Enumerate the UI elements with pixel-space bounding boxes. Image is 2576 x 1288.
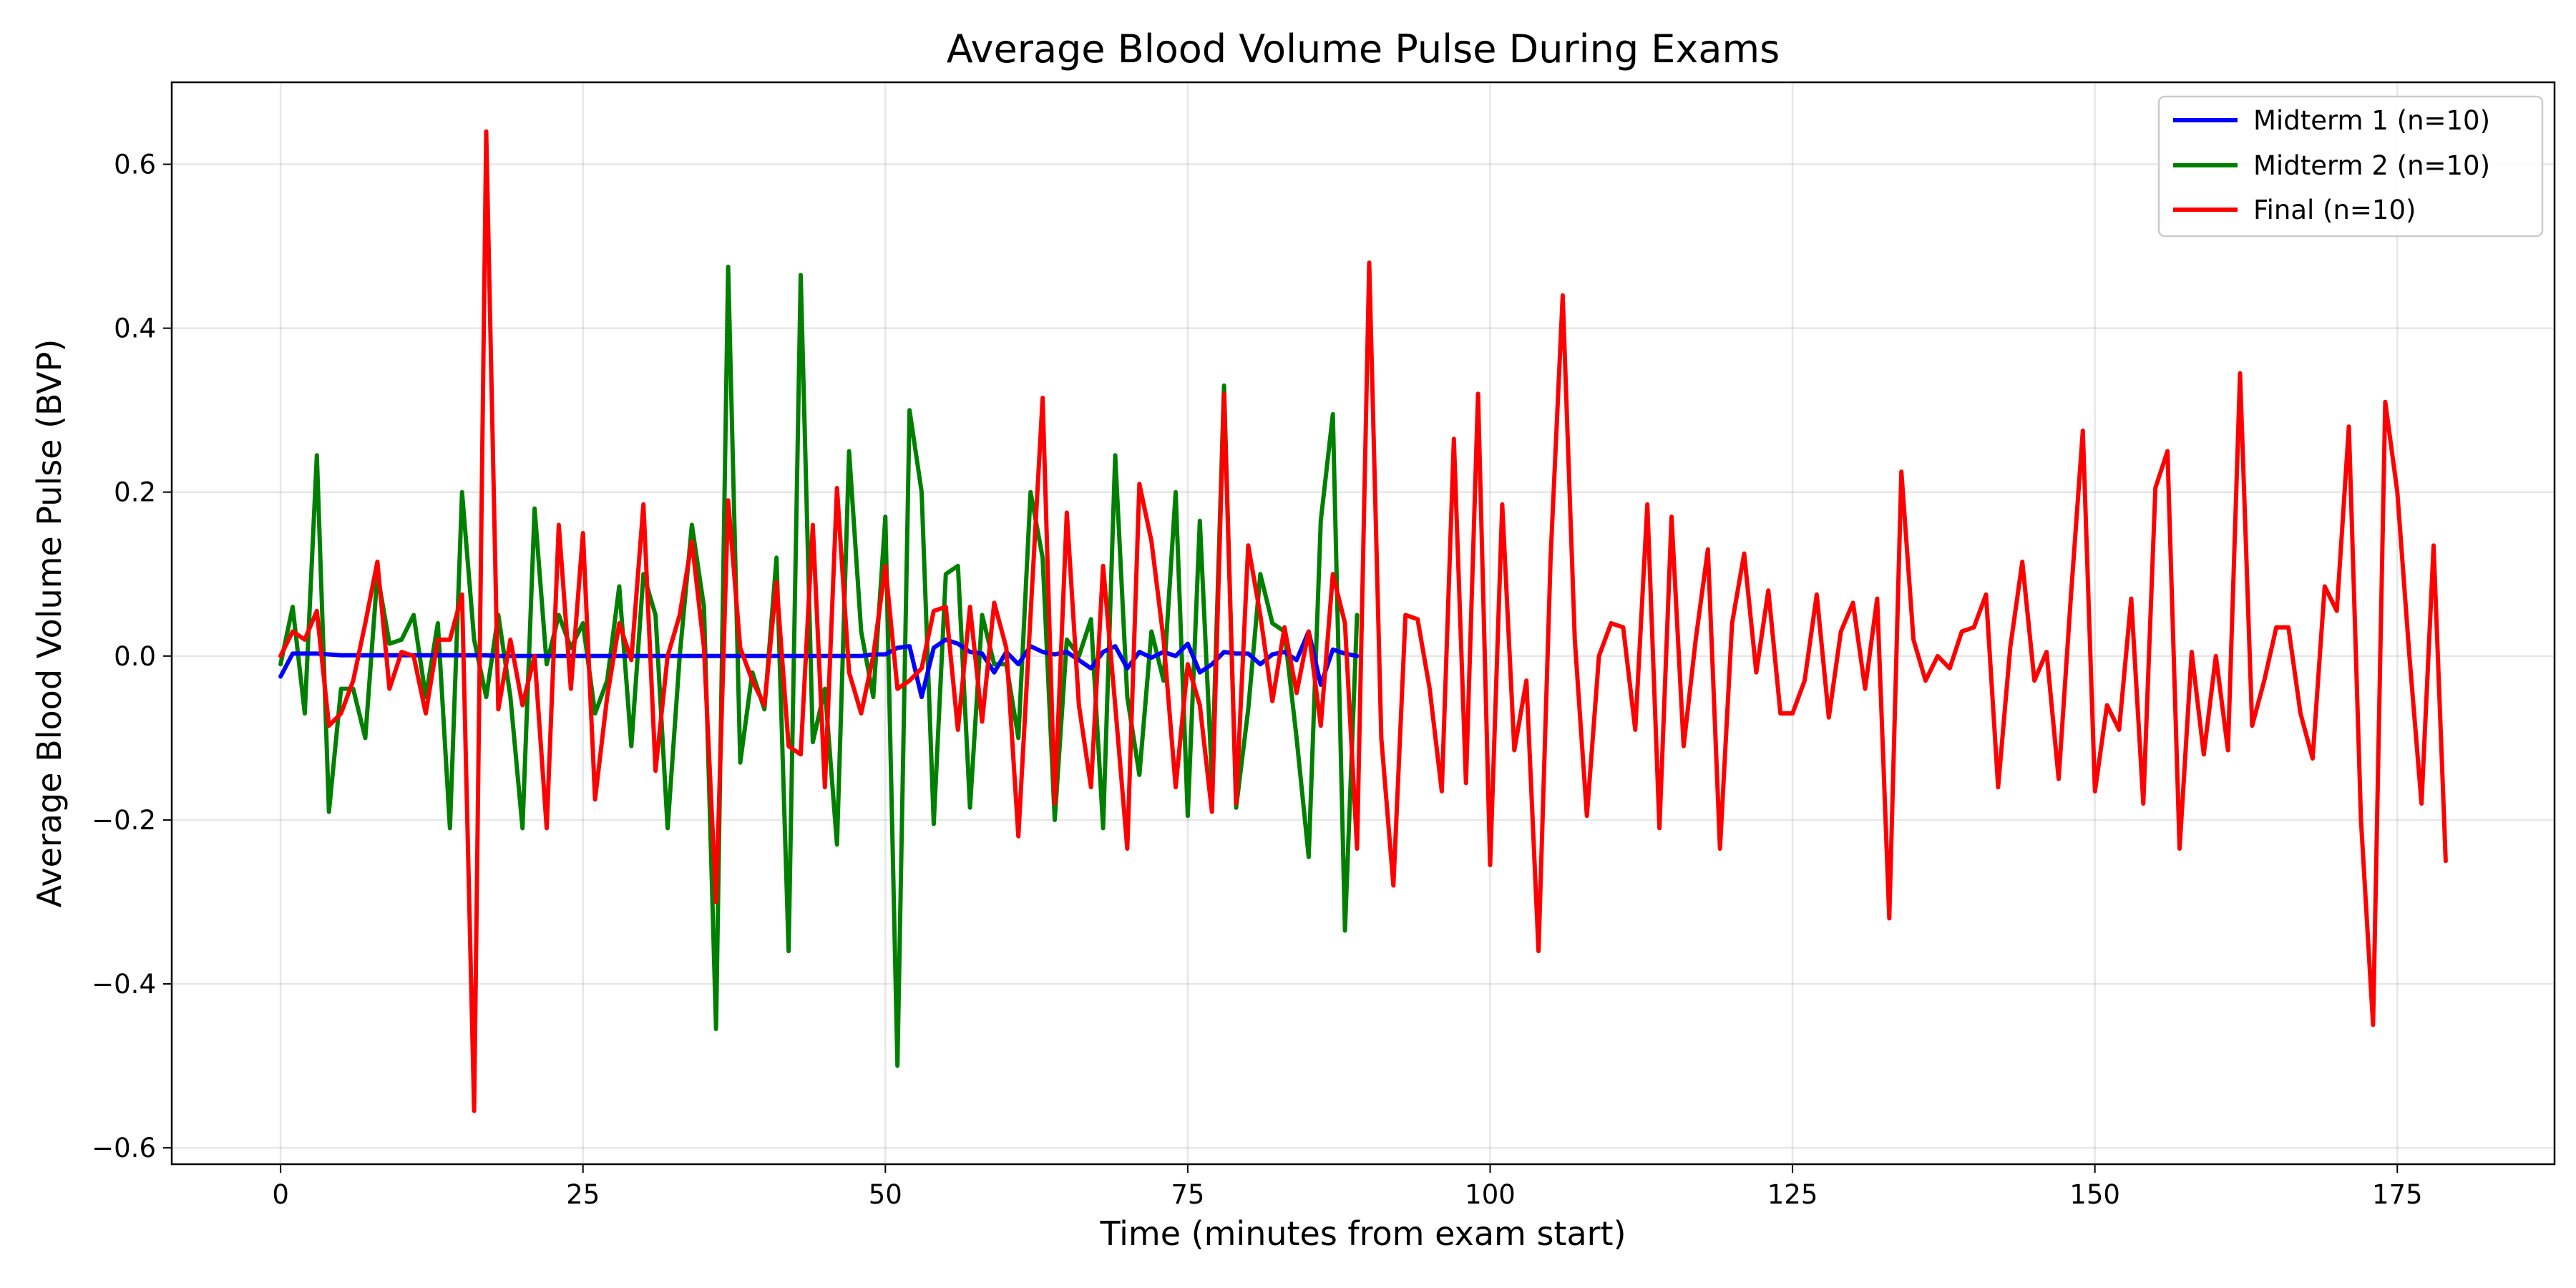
x-tick-label: 0 <box>272 1179 289 1210</box>
legend-label-final: Final (n=10) <box>2253 195 2416 225</box>
x-tick-label: 175 <box>2372 1179 2423 1210</box>
plot-area-frame <box>170 81 2556 1166</box>
chart-title: Average Blood Volume Pulse During Exams <box>947 26 1780 72</box>
x-tick-label: 100 <box>1465 1179 1516 1210</box>
y-tick-label: 0.2 <box>114 477 156 508</box>
legend: Midterm 1 (n=10) Midterm 2 (n=10) Final … <box>2157 95 2544 238</box>
legend-label-midterm-1: Midterm 1 (n=10) <box>2253 105 2490 136</box>
y-axis-label: Average Blood Volume Pulse (BVP) <box>30 339 69 908</box>
y-tick-label: −0.6 <box>92 1133 156 1163</box>
series-line-midterm-2 <box>278 264 1360 1068</box>
y-tick-label: −0.2 <box>92 805 156 836</box>
x-tick-label: 125 <box>1767 1179 1818 1210</box>
axis-ticks: 0 25 50 75 100 125 150 175 −0.6 −0.4 −0.2 0.0 0.2 0.4… <box>92 150 2422 1210</box>
y-tick-label: 0.6 <box>114 150 156 180</box>
x-tick-label: 150 <box>2069 1179 2120 1210</box>
series-lines <box>278 129 2448 1113</box>
series-line-final <box>278 129 2448 1113</box>
x-axis-label: Time (minutes from exam start) <box>1099 1214 1626 1253</box>
x-tick-label: 50 <box>869 1179 902 1210</box>
legend-label-midterm-2: Midterm 2 (n=10) <box>2253 150 2490 181</box>
y-tick-label: −0.4 <box>92 969 156 1000</box>
y-tick-label: 0.0 <box>114 641 156 672</box>
grid-lines <box>172 82 2555 1164</box>
x-tick-label: 25 <box>566 1179 600 1210</box>
x-tick-label: 75 <box>1171 1179 1204 1210</box>
y-tick-label: 0.4 <box>114 313 156 344</box>
legend-box <box>2157 95 2544 238</box>
